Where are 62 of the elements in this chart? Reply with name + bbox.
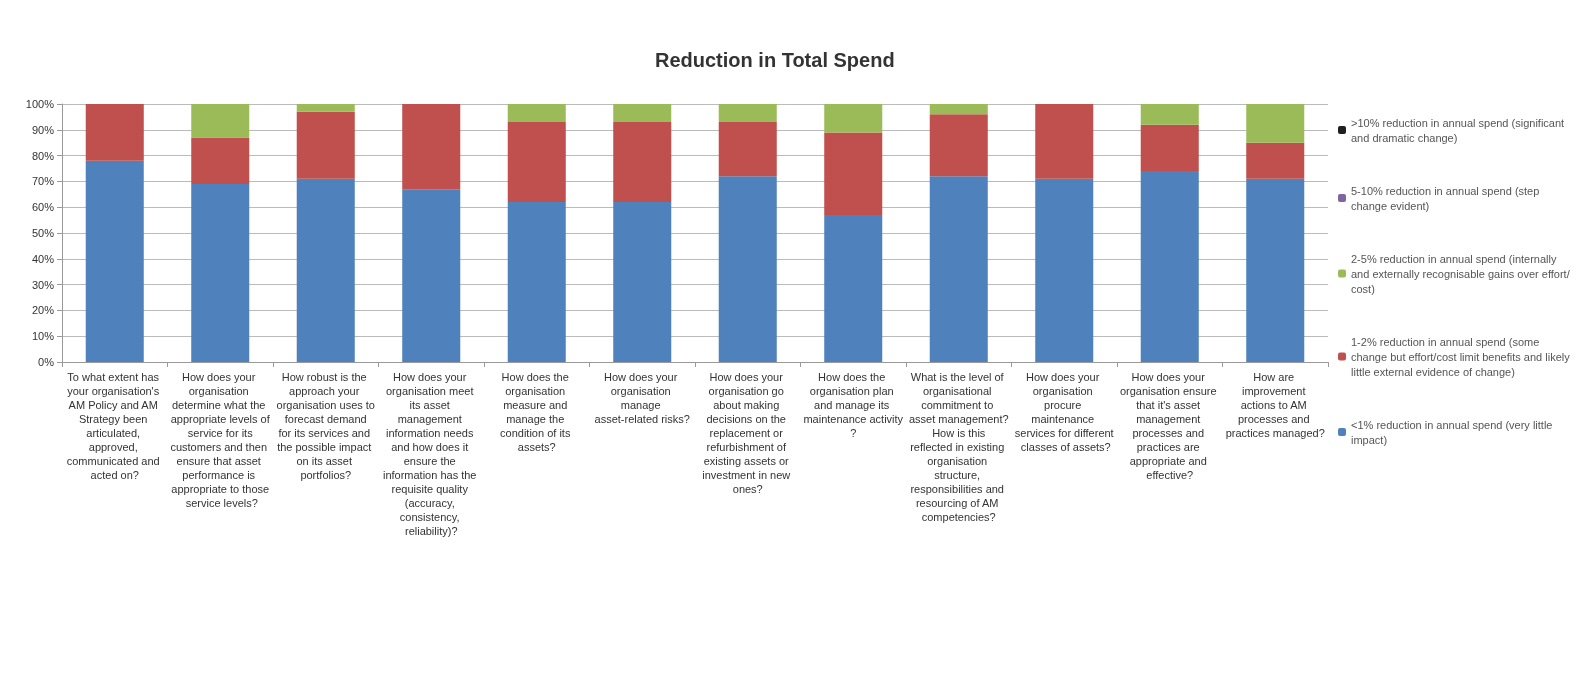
legend-label: 5-10% reduction in annual spend (step change evident)	[1351, 184, 1543, 212]
y-tick-label: 40%	[31, 252, 55, 265]
x-tick-label: How robust is the approach your organisation uses to forecast demand for its services and the possible impact on its asset portfolios?	[276, 371, 375, 481]
bar	[929, 114, 988, 177]
x-tick-label: How does the organisation plan and manage its maintenance activity?	[803, 371, 904, 439]
bar	[929, 104, 988, 115]
bar	[613, 202, 672, 362]
y-tick-label: 0%	[38, 356, 55, 368]
x-tick-label: How does your organisation ensure that it's asset management processes and practices are appropriate and effective?	[1119, 371, 1220, 481]
x-tick-label: How are improvement actions to AM processes and practices managed?	[1225, 371, 1325, 439]
legend-label: 2-5% reduction in annual spend (internally and externally recognisable gains over effort/cost)	[1351, 252, 1571, 295]
category-label: How does your organisation go about making decisions on the replacement or refurbishment of existing assets or investment in new ones?	[702, 371, 791, 495]
x-tick-label: To what extent has your organisation's AM Policy and AM Strategy been articulated, approved, communicated and acted on?	[66, 371, 163, 481]
bar	[1140, 171, 1199, 362]
bar	[507, 122, 566, 203]
bar	[296, 111, 355, 179]
bar	[1140, 104, 1199, 125]
bar	[718, 104, 777, 123]
bar	[1035, 104, 1094, 179]
legend-label: <1% reduction in annual spend (very little impact)	[1351, 418, 1556, 446]
bar	[1140, 124, 1199, 172]
category-label: How does your organisation meet its asset management information needs and how does it ensure the information has the requisite quality (accuracy, consistency, reliability)?	[382, 371, 477, 537]
y-tick-label: 90%	[31, 123, 55, 136]
x-tick-label: How does your organisation procure maintenance services for different classes of assets?	[1014, 371, 1114, 453]
bar	[191, 104, 250, 138]
y-tick-label: 50%	[31, 227, 55, 239]
category-label: What is the level of organisational commitment to asset management? How is this reflected in existing organisation structure, responsibilities and resourcing of AM competencies?	[908, 371, 1009, 523]
bar	[824, 214, 883, 362]
y-tick-label: 80%	[31, 149, 55, 162]
x-tick-label: How does your organisation manage asset-related risks?	[594, 371, 690, 425]
bar	[718, 122, 777, 177]
chart-title: Reduction in Total Spend	[655, 49, 895, 71]
y-tick-label: 70%	[31, 175, 55, 188]
bar	[296, 178, 355, 362]
legend-label: 1-2% reduction in annual spend (some change but effort/cost limit benefits and likely little external evidence of change)	[1351, 335, 1573, 378]
bar	[191, 183, 250, 362]
bar	[296, 104, 355, 112]
y-tick-label: 20%	[31, 304, 55, 317]
legend-label: >10% reduction in annual spend (significant and dramatic change)	[1351, 116, 1568, 144]
bar	[191, 137, 250, 184]
bar	[613, 104, 672, 123]
y-tick-label: 10%	[31, 330, 55, 343]
bar	[507, 104, 566, 123]
bar	[507, 202, 566, 362]
bar	[85, 160, 144, 362]
bar	[1246, 178, 1305, 362]
bar	[402, 189, 461, 362]
bar	[1246, 142, 1305, 179]
bar	[1035, 178, 1094, 362]
x-tick-label: How does the organisation measure and manage the condition of its assets?	[500, 371, 574, 453]
y-tick-label: 60%	[31, 201, 55, 214]
bar	[402, 104, 461, 190]
bar	[718, 176, 777, 362]
bar	[1246, 104, 1305, 143]
bar	[824, 104, 883, 133]
bar	[85, 104, 144, 161]
y-tick-label: 30%	[31, 278, 55, 291]
bar	[613, 122, 672, 203]
category-label: How does your organisation determine what the appropriate levels of service for its customers and then ensure that asset performance is appropriate to those service levels?	[170, 371, 270, 509]
bar	[929, 176, 988, 362]
y-tick-label: 100%	[25, 98, 55, 110]
bar	[824, 132, 883, 215]
